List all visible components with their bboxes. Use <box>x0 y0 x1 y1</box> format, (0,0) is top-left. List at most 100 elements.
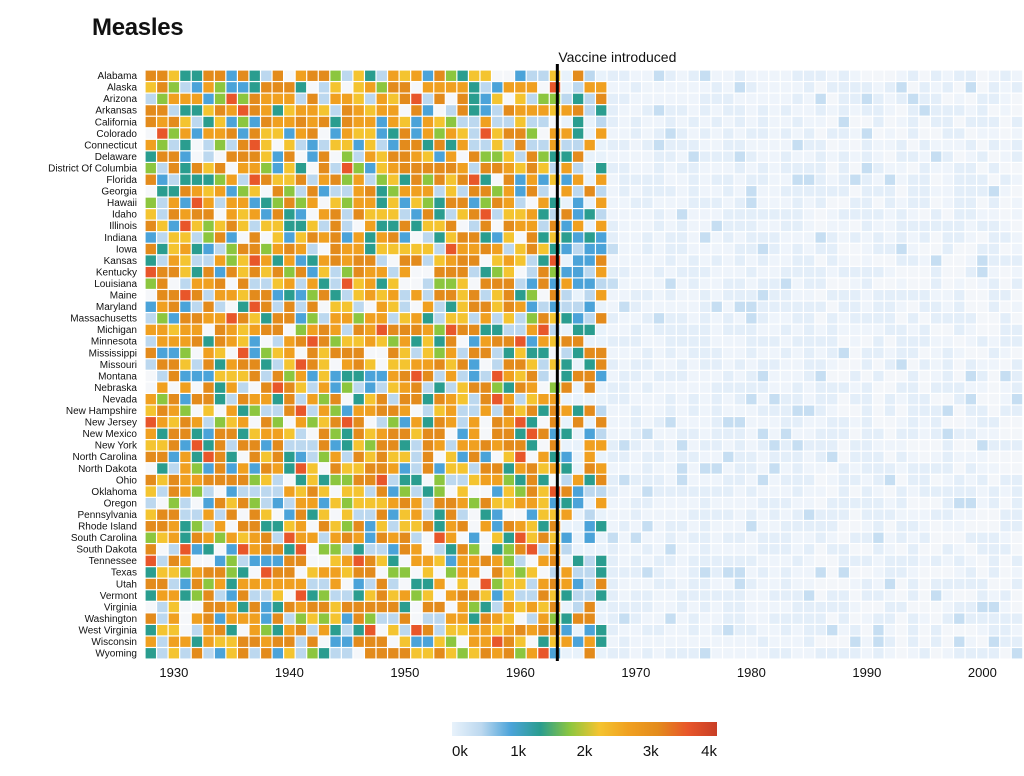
heatmap-cell <box>803 613 815 624</box>
heatmap-cell <box>572 105 584 116</box>
heatmap-cell <box>526 394 538 405</box>
heatmap-cell <box>515 220 526 232</box>
heatmap-cell <box>965 440 976 451</box>
heatmap-cell <box>549 116 561 128</box>
heatmap-cell <box>191 636 203 647</box>
heatmap-cell <box>145 313 156 324</box>
heatmap-cell <box>1000 625 1011 636</box>
heatmap-cell <box>792 509 803 520</box>
heatmap-cell <box>653 255 665 266</box>
heatmap-cell <box>1011 555 1023 567</box>
heatmap-cell <box>422 521 434 532</box>
heatmap-cell <box>515 613 526 624</box>
heatmap-cell <box>884 601 896 613</box>
heatmap-cell <box>249 163 260 174</box>
heatmap-cell <box>1011 590 1023 601</box>
heatmap-cell <box>584 290 595 301</box>
heatmap-cell <box>942 313 953 324</box>
heatmap-cell <box>399 139 411 151</box>
heatmap-cell <box>919 394 930 405</box>
heatmap-cell <box>388 428 399 439</box>
heatmap-cell <box>873 163 884 174</box>
heatmap-cell <box>838 209 849 220</box>
heatmap-cell <box>157 347 168 359</box>
heatmap-cell <box>884 474 896 486</box>
heatmap-cell <box>861 601 873 613</box>
heatmap-cell <box>734 497 745 509</box>
heatmap-cell <box>445 405 457 416</box>
heatmap-cell <box>445 440 457 451</box>
heatmap-cell <box>607 544 618 555</box>
heatmap-cell <box>145 209 156 220</box>
heatmap-cell <box>261 301 272 312</box>
heatmap-cell <box>388 243 399 255</box>
heatmap-cell <box>815 509 826 520</box>
heatmap-cell <box>157 313 168 324</box>
heatmap-cell <box>954 232 965 243</box>
heatmap-cell <box>954 555 965 567</box>
heatmap-cell <box>284 163 295 174</box>
heatmap-cell <box>145 578 156 590</box>
heatmap-cell <box>503 474 514 486</box>
heatmap-cell <box>411 521 422 532</box>
heatmap-cell <box>827 613 838 624</box>
heatmap-cell <box>330 324 341 336</box>
heatmap-cell <box>376 497 387 509</box>
heatmap-cell <box>607 313 618 324</box>
heatmap-cell <box>191 336 203 347</box>
heatmap-cell <box>261 451 272 463</box>
heatmap-cell <box>630 290 642 301</box>
heatmap-cell <box>307 197 318 208</box>
heatmap-cell <box>792 220 803 232</box>
heatmap-cell <box>284 116 295 128</box>
heatmap-cell <box>746 428 757 439</box>
heatmap-cell <box>469 509 480 520</box>
heatmap-cell <box>665 278 676 289</box>
heatmap-cell <box>642 186 653 197</box>
heatmap-cell <box>988 509 1000 520</box>
heatmap-cell <box>307 324 318 336</box>
heatmap-cell <box>873 232 884 243</box>
heatmap-cell <box>191 486 203 497</box>
heatmap-cell <box>307 463 318 474</box>
heatmap-cell <box>792 151 803 162</box>
heatmap-cell <box>422 567 434 578</box>
heatmap-cell <box>780 382 792 393</box>
heatmap-cell <box>827 220 838 232</box>
heatmap-cell <box>214 128 226 139</box>
heatmap-cell <box>827 128 838 139</box>
heatmap-cell <box>180 474 191 486</box>
heatmap-cell <box>596 555 607 567</box>
legend-label: 3k <box>643 743 659 760</box>
heatmap-cell <box>238 255 249 266</box>
heatmap-cell <box>457 93 468 105</box>
heatmap-cell <box>399 613 411 624</box>
heatmap-cell <box>665 532 676 543</box>
heatmap-cell <box>538 509 549 520</box>
heatmap-cell <box>434 197 445 208</box>
heatmap-cell <box>884 359 896 370</box>
heatmap-cell <box>850 370 861 382</box>
heatmap-cell <box>815 105 826 116</box>
heatmap-cell <box>469 301 480 312</box>
heatmap-cell <box>469 613 480 624</box>
heatmap-cell <box>827 555 838 567</box>
heatmap-cell <box>607 139 618 151</box>
heatmap-cell <box>365 382 376 393</box>
heatmap-cell <box>330 417 341 428</box>
heatmap-cell <box>341 301 353 312</box>
heatmap-cell <box>572 625 584 636</box>
heatmap-cell <box>619 532 630 543</box>
heatmap-cell <box>907 128 919 139</box>
heatmap-cell <box>919 151 930 162</box>
heatmap-cell <box>861 278 873 289</box>
heatmap-cell <box>653 590 665 601</box>
heatmap-cell <box>630 243 642 255</box>
heatmap-cell <box>746 151 757 162</box>
heatmap-cell <box>445 220 457 232</box>
heatmap-cell <box>769 82 780 93</box>
heatmap-cell <box>249 174 260 185</box>
x-tick-label: 1970 <box>621 665 650 680</box>
heatmap-cell <box>388 278 399 289</box>
